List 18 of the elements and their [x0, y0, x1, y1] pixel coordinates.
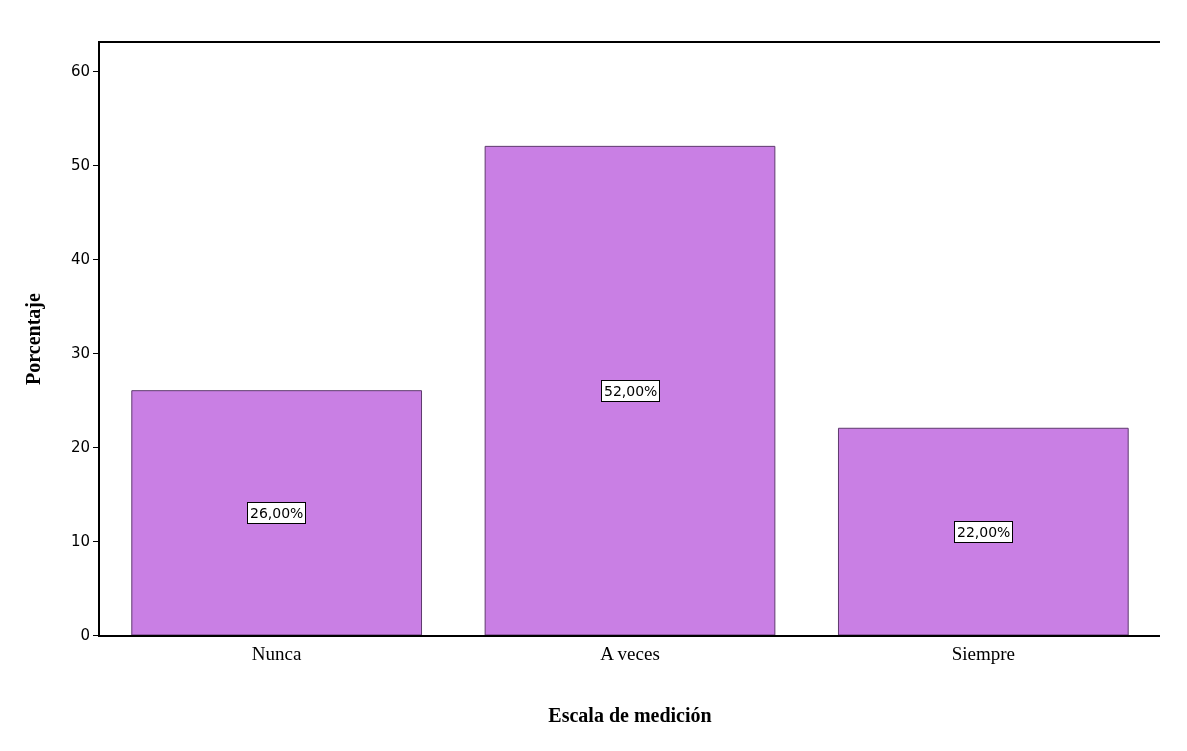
y-tick-label: 30	[70, 344, 90, 363]
y-tick-label: 50	[70, 156, 90, 175]
x-tick-label: Nunca	[251, 642, 303, 664]
y-tick-label: 10	[70, 532, 90, 551]
y-tick-label: 40	[70, 250, 90, 269]
data-label: 26,00%	[250, 505, 304, 521]
bar	[484, 145, 776, 635]
data-label: 52,00%	[604, 383, 658, 399]
bar	[837, 427, 1129, 635]
x-axis-title: Escala de medición	[548, 703, 712, 726]
y-tick-label: 0	[80, 626, 90, 645]
data-label: 22,00%	[957, 524, 1011, 540]
y-axis-title: Porcentaje	[21, 292, 45, 385]
y-tick-label: 20	[70, 438, 90, 457]
x-tick-label: Siempre	[951, 642, 1015, 664]
x-tick-label: A veces	[600, 642, 660, 664]
bar	[131, 390, 423, 635]
y-tick-label: 60	[70, 62, 90, 81]
